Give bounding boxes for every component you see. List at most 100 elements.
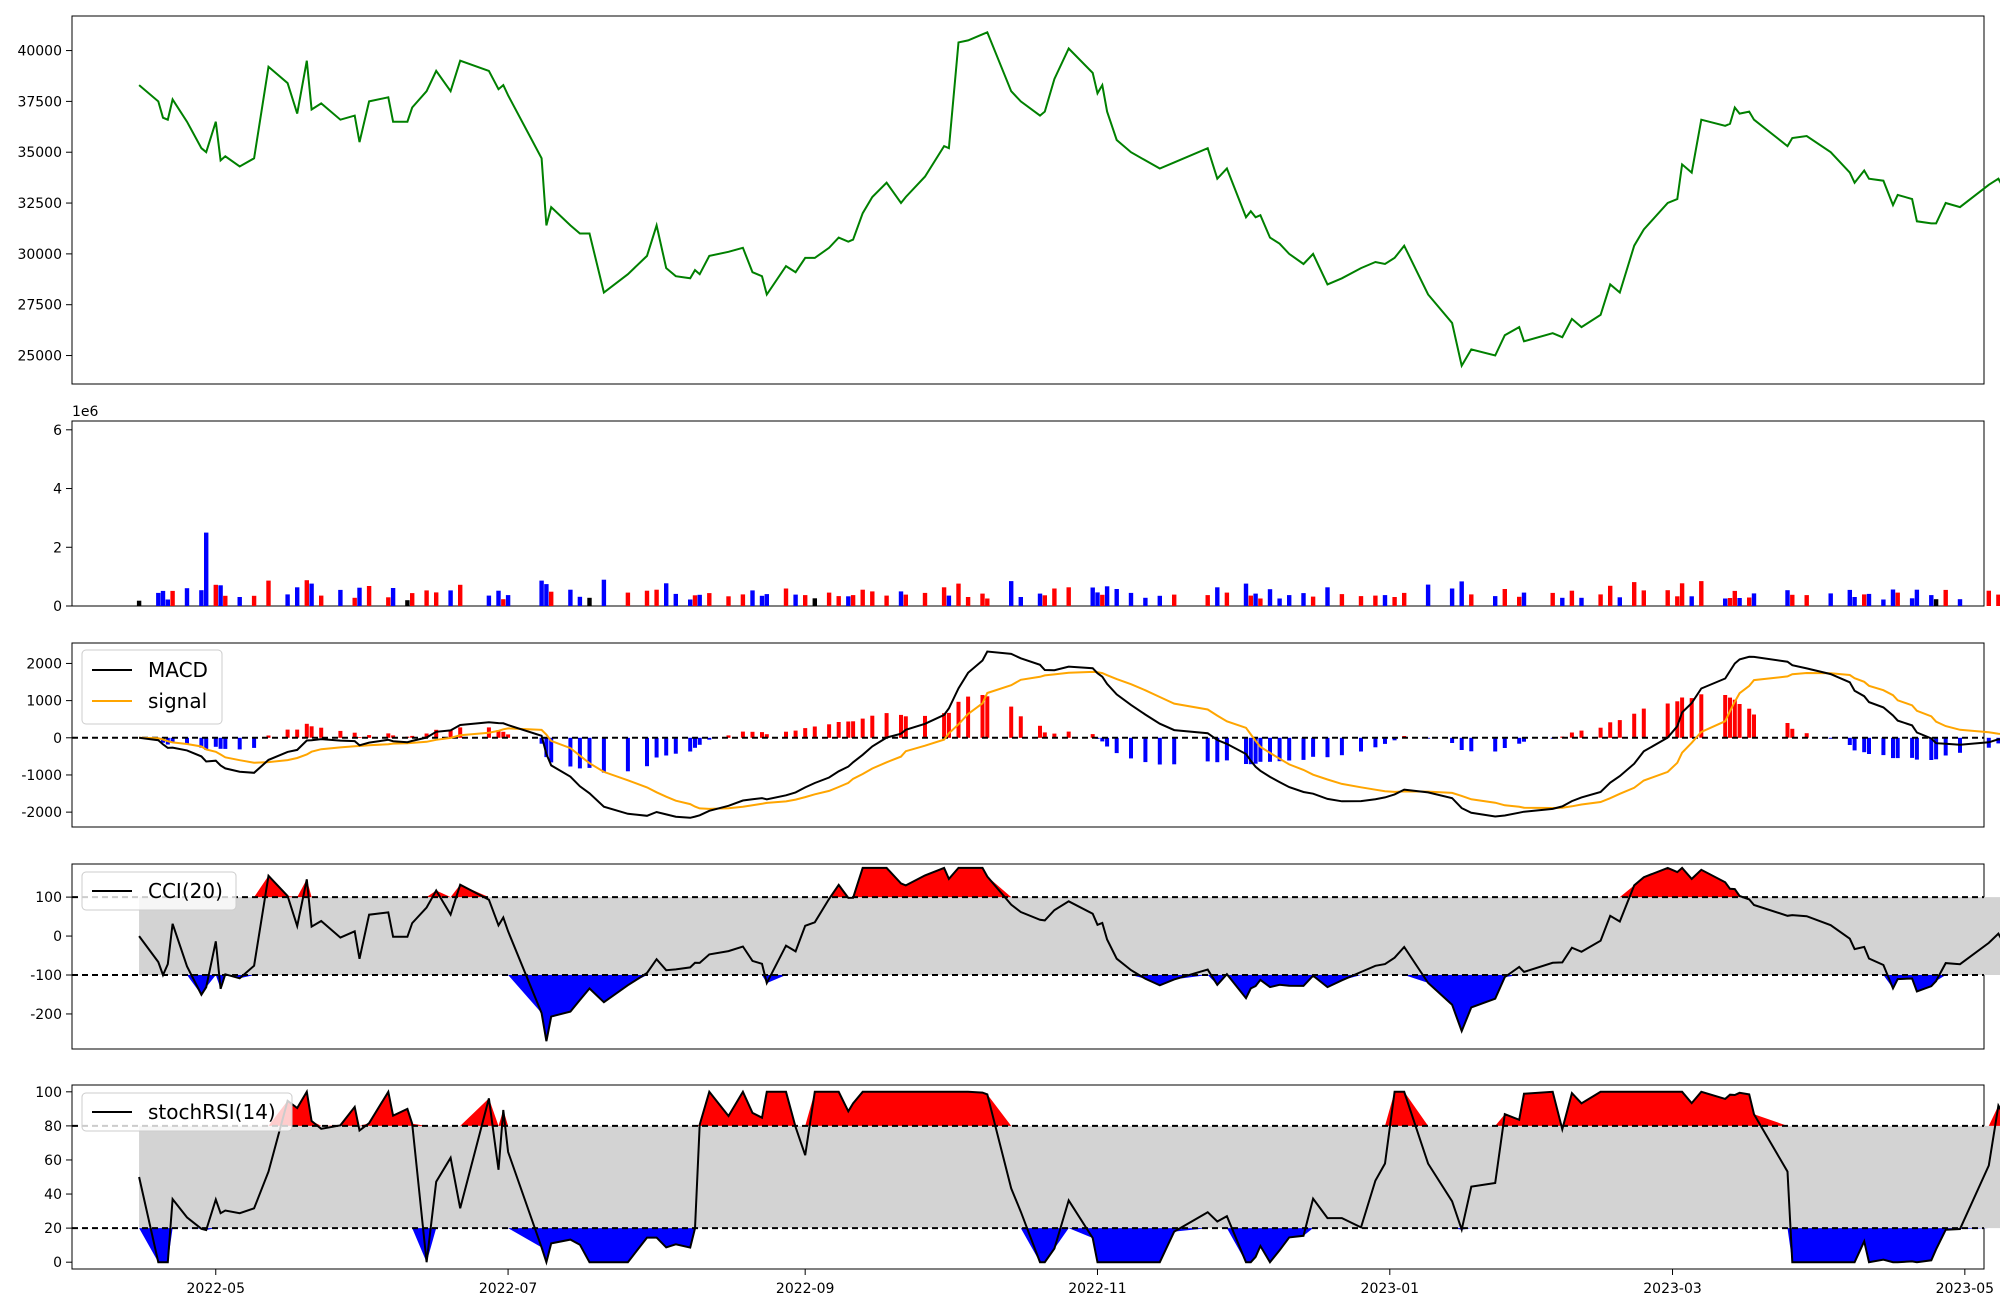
x-tick-label: 2022-07 <box>479 1281 538 1297</box>
volume-bar <box>319 595 324 606</box>
macd-histogram-bar <box>726 735 731 738</box>
volume-bar <box>1037 593 1043 606</box>
volume-bar <box>946 595 952 606</box>
y-tick-label: -1000 <box>21 768 62 784</box>
volume-bar <box>1114 589 1119 606</box>
macd-histogram-bar <box>237 737 242 750</box>
volume-bar <box>1090 587 1095 606</box>
volume-bar <box>965 597 971 606</box>
volume-bar <box>1862 594 1867 606</box>
volume-bar <box>644 590 650 606</box>
macd-histogram-bar <box>568 737 573 767</box>
macd-histogram-bar <box>1339 737 1344 756</box>
macd-histogram-bar <box>860 718 865 738</box>
macd-histogram-bar <box>185 737 189 745</box>
macd-histogram-bar <box>266 735 271 738</box>
volume-bar <box>750 590 755 606</box>
macd-histogram-bar <box>304 723 309 738</box>
volume-bar <box>223 595 228 606</box>
macd-histogram-bar <box>803 728 808 738</box>
macd-histogram-bar <box>213 737 218 747</box>
macd-histogram-bar <box>1502 737 1507 748</box>
volume-bar <box>1890 589 1896 606</box>
volume-bar <box>1248 595 1253 606</box>
macd-histogram-bar <box>846 721 851 738</box>
stochrsi-neutral-band <box>139 1125 2000 1229</box>
volume-bar <box>1277 598 1282 606</box>
macd-histogram-bar <box>1752 714 1756 738</box>
volume-bar <box>1339 594 1345 606</box>
volume-bar <box>539 580 544 606</box>
macd-histogram-bar <box>1675 701 1680 738</box>
stochrsi-legend: stochRSI(14) <box>81 1092 293 1132</box>
volume-bar <box>1943 589 1948 606</box>
volume-bar <box>922 592 928 606</box>
macd-histogram-bar <box>1867 737 1871 754</box>
volume-bar <box>1521 592 1527 606</box>
x-tick-label: 2022-05 <box>187 1281 246 1297</box>
macd-histogram-bar <box>1129 737 1133 759</box>
macd-histogram-bar <box>1579 730 1584 738</box>
volume-bar <box>1957 599 1963 606</box>
macd-histogram-bar <box>1277 737 1282 762</box>
macd-histogram-bar <box>218 737 223 749</box>
volume-bar <box>941 587 947 606</box>
macd-histogram-bar <box>1699 694 1704 738</box>
macd-histogram-bar <box>884 713 889 738</box>
macd-histogram-bar <box>170 737 175 743</box>
macd-histogram-bar <box>942 713 947 738</box>
volume-bar <box>764 594 769 606</box>
volume-bar <box>1243 583 1249 606</box>
macd-histogram-bar <box>851 721 856 738</box>
macd-histogram-bar <box>1608 722 1613 738</box>
macd-histogram-bar <box>319 727 324 738</box>
y-tick-label: 60 <box>44 1153 62 1169</box>
macd-histogram-bar <box>1100 737 1105 742</box>
volume-bar <box>549 591 554 606</box>
volume-bar <box>1449 588 1455 606</box>
volume-bar <box>1104 586 1110 606</box>
volume-bar <box>1143 597 1148 606</box>
macd-histogram-bar <box>1143 737 1148 763</box>
macd-histogram-bar <box>338 730 343 738</box>
y-tick-label: -100 <box>30 968 62 984</box>
volume-bar <box>860 589 865 606</box>
macd-histogram-bar <box>1258 737 1263 762</box>
macd-histogram-bar <box>1569 732 1574 738</box>
volume-bar <box>390 588 396 606</box>
macd-histogram-bar <box>223 737 228 749</box>
y-tick-label: 100 <box>35 890 62 906</box>
volume-bar <box>170 590 175 606</box>
macd-histogram-bar <box>1522 737 1526 742</box>
volume-bar <box>366 586 372 606</box>
volume-bar <box>664 583 669 606</box>
macd-histogram-bar <box>1018 716 1023 738</box>
macd-histogram-bar <box>1632 713 1637 738</box>
y-tick-label: 100 <box>35 1085 62 1101</box>
volume-bar <box>1828 593 1833 606</box>
volume-bar <box>1009 581 1014 606</box>
macd-histogram-bar <box>1723 695 1728 738</box>
macd-histogram-bar <box>899 714 903 738</box>
volume-bar <box>836 596 841 606</box>
macd-histogram-bar <box>985 696 990 738</box>
volume-bar <box>568 589 573 606</box>
macd-histogram-bar <box>1373 737 1378 748</box>
macd-histogram-bar <box>1450 737 1455 743</box>
volume-bar <box>505 595 511 606</box>
macd-histogram-bar <box>1881 737 1886 756</box>
y-tick-label: 40000 <box>17 44 62 60</box>
y-tick-label: 2000 <box>26 656 62 672</box>
macd-histogram-bar <box>1105 737 1110 747</box>
volume-bar <box>1042 595 1047 606</box>
volume-bar <box>1392 597 1397 606</box>
macd-histogram-bar <box>1224 737 1229 761</box>
volume-bar <box>1402 592 1407 606</box>
macd-histogram-bar <box>1929 737 1934 760</box>
volume-bar <box>783 588 789 606</box>
volume-bar <box>352 597 357 606</box>
volume-bar <box>160 590 166 606</box>
volume-bar <box>1459 581 1464 606</box>
legend-stochrsi-label: stochRSI(14) <box>148 1100 276 1124</box>
macd-histogram-bar <box>295 729 300 738</box>
